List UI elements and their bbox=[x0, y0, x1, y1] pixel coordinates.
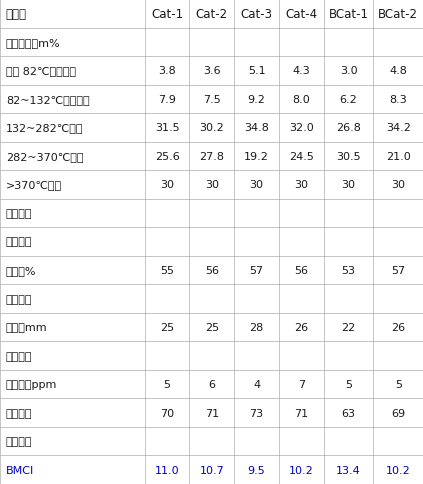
Text: 10.7: 10.7 bbox=[200, 465, 224, 475]
Text: 34.2: 34.2 bbox=[386, 123, 411, 133]
Text: 70: 70 bbox=[160, 408, 174, 418]
Text: 11.0: 11.0 bbox=[155, 465, 179, 475]
Text: 21.0: 21.0 bbox=[386, 151, 411, 162]
Text: 28: 28 bbox=[250, 322, 264, 333]
Text: 3.0: 3.0 bbox=[340, 66, 357, 76]
Text: 产品分布，m%: 产品分布，m% bbox=[6, 38, 60, 48]
Text: 烟点，mm: 烟点，mm bbox=[6, 322, 47, 333]
Text: 3.8: 3.8 bbox=[158, 66, 176, 76]
Text: 10.2: 10.2 bbox=[289, 465, 314, 475]
Text: 26.8: 26.8 bbox=[336, 123, 361, 133]
Text: 5: 5 bbox=[164, 379, 170, 389]
Text: 7.5: 7.5 bbox=[203, 95, 221, 105]
Text: 9.5: 9.5 bbox=[248, 465, 266, 475]
Text: Cat-1: Cat-1 bbox=[151, 8, 183, 21]
Text: 航煤馏分: 航煤馏分 bbox=[6, 294, 32, 304]
Text: 7.9: 7.9 bbox=[158, 95, 176, 105]
Text: 8.3: 8.3 bbox=[389, 95, 407, 105]
Text: 19.2: 19.2 bbox=[244, 151, 269, 162]
Text: 产品性质: 产品性质 bbox=[6, 209, 32, 218]
Text: 小于 82℃轻石脑油: 小于 82℃轻石脑油 bbox=[6, 66, 76, 76]
Text: 9.2: 9.2 bbox=[248, 95, 266, 105]
Text: 82~132℃重石脑油: 82~132℃重石脑油 bbox=[6, 95, 89, 105]
Text: 5: 5 bbox=[345, 379, 352, 389]
Text: 30: 30 bbox=[250, 180, 264, 190]
Text: 6: 6 bbox=[209, 379, 215, 389]
Text: 26: 26 bbox=[391, 322, 405, 333]
Text: 25.6: 25.6 bbox=[155, 151, 179, 162]
Text: 71: 71 bbox=[294, 408, 308, 418]
Text: 10.2: 10.2 bbox=[386, 465, 411, 475]
Text: 加氢尾油: 加氢尾油 bbox=[6, 436, 32, 446]
Text: 56: 56 bbox=[205, 266, 219, 275]
Text: 31.5: 31.5 bbox=[155, 123, 179, 133]
Text: 催化剂: 催化剂 bbox=[6, 8, 27, 21]
Text: 7: 7 bbox=[298, 379, 305, 389]
Text: 30: 30 bbox=[294, 180, 308, 190]
Text: 5: 5 bbox=[395, 379, 402, 389]
Text: 3.6: 3.6 bbox=[203, 66, 221, 76]
Text: 4.3: 4.3 bbox=[293, 66, 310, 76]
Text: 重石脑油: 重石脑油 bbox=[6, 237, 32, 247]
Text: Cat-2: Cat-2 bbox=[196, 8, 228, 21]
Text: >370℃尾油: >370℃尾油 bbox=[6, 180, 62, 190]
Text: 34.8: 34.8 bbox=[244, 123, 269, 133]
Text: 24.5: 24.5 bbox=[289, 151, 314, 162]
Text: 30: 30 bbox=[205, 180, 219, 190]
Text: 55: 55 bbox=[160, 266, 174, 275]
Text: 22: 22 bbox=[341, 322, 356, 333]
Text: 8.0: 8.0 bbox=[293, 95, 310, 105]
Text: 30.5: 30.5 bbox=[336, 151, 361, 162]
Text: 57: 57 bbox=[250, 266, 264, 275]
Text: 5.1: 5.1 bbox=[248, 66, 266, 76]
Text: 132~282℃航煤: 132~282℃航煤 bbox=[6, 123, 83, 133]
Text: Cat-3: Cat-3 bbox=[241, 8, 273, 21]
Text: 32.0: 32.0 bbox=[289, 123, 314, 133]
Text: 27.8: 27.8 bbox=[199, 151, 224, 162]
Text: 73: 73 bbox=[250, 408, 264, 418]
Text: 30: 30 bbox=[391, 180, 405, 190]
Text: 26: 26 bbox=[294, 322, 308, 333]
Text: 69: 69 bbox=[391, 408, 405, 418]
Text: BCat-1: BCat-1 bbox=[329, 8, 368, 21]
Text: 柴油馏分: 柴油馏分 bbox=[6, 351, 32, 361]
Text: 71: 71 bbox=[205, 408, 219, 418]
Text: 30: 30 bbox=[342, 180, 356, 190]
Text: BMCI: BMCI bbox=[6, 465, 34, 475]
Text: 63: 63 bbox=[342, 408, 356, 418]
Text: 25: 25 bbox=[205, 322, 219, 333]
Text: 25: 25 bbox=[160, 322, 174, 333]
Text: 十六烷值: 十六烷值 bbox=[6, 408, 32, 418]
Text: 13.4: 13.4 bbox=[336, 465, 361, 475]
Text: 4: 4 bbox=[253, 379, 260, 389]
Text: 282~370℃柴油: 282~370℃柴油 bbox=[6, 151, 83, 162]
Text: 硫含量，ppm: 硫含量，ppm bbox=[6, 379, 57, 389]
Text: 53: 53 bbox=[342, 266, 356, 275]
Text: Cat-4: Cat-4 bbox=[286, 8, 318, 21]
Text: 4.8: 4.8 bbox=[389, 66, 407, 76]
Text: BCat-2: BCat-2 bbox=[378, 8, 418, 21]
Text: 56: 56 bbox=[294, 266, 308, 275]
Text: 芳潜，%: 芳潜，% bbox=[6, 266, 36, 275]
Text: 30: 30 bbox=[160, 180, 174, 190]
Text: 30.2: 30.2 bbox=[200, 123, 224, 133]
Text: 6.2: 6.2 bbox=[340, 95, 357, 105]
Text: 57: 57 bbox=[391, 266, 405, 275]
